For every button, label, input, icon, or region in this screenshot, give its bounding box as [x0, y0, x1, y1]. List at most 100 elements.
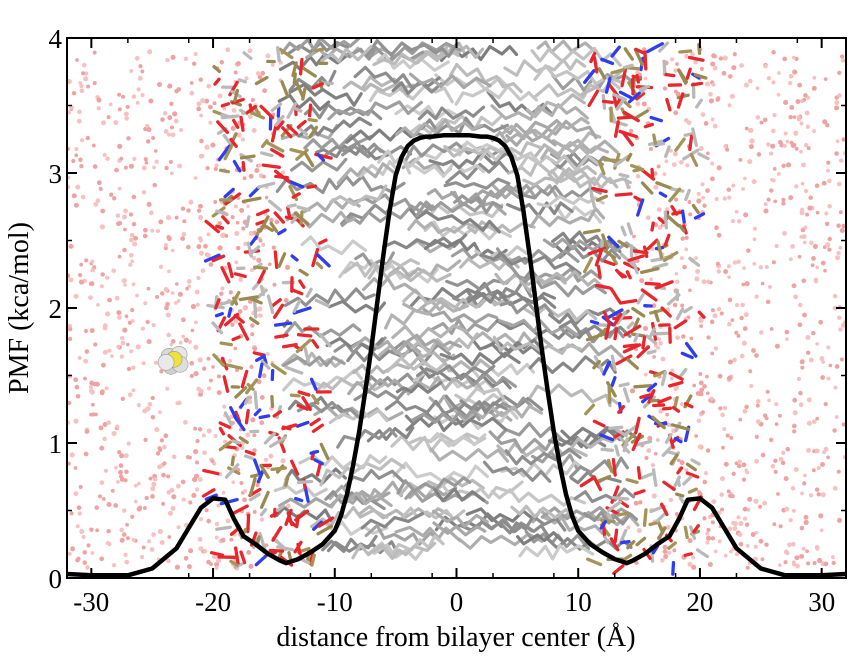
water-dot — [247, 48, 253, 54]
water-dot — [196, 208, 202, 213]
water-dot — [128, 252, 134, 258]
headgroup-bond — [306, 184, 318, 190]
water-dot — [78, 484, 83, 490]
water-dot — [194, 487, 200, 492]
headgroup-bond — [305, 287, 313, 298]
water-dot — [820, 260, 826, 266]
headgroup-bond — [606, 381, 617, 398]
headgroup-bond — [274, 333, 289, 339]
lipid-tail — [377, 142, 467, 168]
headgroup-bond — [229, 559, 239, 567]
water-dot — [719, 311, 724, 316]
water-dot — [233, 204, 238, 209]
headgroup-bond — [301, 396, 312, 412]
water-dot — [119, 453, 125, 459]
water-dot — [684, 235, 689, 240]
water-dot — [102, 422, 108, 427]
water-dot — [173, 301, 178, 305]
water-dot — [815, 342, 819, 346]
water-dot — [99, 480, 105, 485]
lipid-tail — [280, 38, 362, 55]
water-dot — [671, 162, 677, 167]
headgroup-bond — [284, 365, 304, 375]
headgroup-bond — [633, 489, 646, 496]
water-dot — [181, 334, 186, 339]
water-dot — [720, 507, 725, 512]
water-dot — [84, 349, 90, 354]
lipid-tail — [402, 333, 463, 349]
water-dot — [720, 476, 725, 482]
water-dot — [787, 542, 792, 548]
water-dot — [202, 450, 207, 456]
headgroup-bond — [624, 177, 630, 190]
water-dot — [122, 532, 127, 537]
water-dot — [687, 538, 693, 544]
water-dot — [749, 384, 754, 388]
headgroup-bond — [315, 461, 322, 477]
water-dot — [760, 452, 766, 458]
headgroup-bond — [695, 548, 710, 559]
lipid-tail — [459, 257, 520, 271]
water-dot — [258, 313, 263, 318]
water-dot — [832, 428, 837, 433]
headgroup-bond — [220, 113, 232, 119]
headgroup-bond — [676, 92, 685, 109]
headgroup-bond — [275, 46, 281, 63]
headgroup-bond — [222, 375, 230, 393]
lipid-tail — [441, 357, 495, 373]
headgroup-bond — [223, 143, 234, 161]
headgroup-bond — [625, 478, 639, 485]
headgroup-bond — [691, 203, 700, 215]
water-dot — [71, 90, 77, 96]
headgroup-bond — [668, 371, 684, 381]
water-dot — [792, 69, 798, 75]
water-dot — [268, 453, 274, 459]
water-dot — [723, 553, 728, 558]
water-dot — [165, 386, 170, 391]
headgroup-bond — [601, 233, 609, 249]
water-dot — [216, 503, 221, 508]
water-dot — [647, 435, 653, 441]
water-dot — [193, 176, 198, 180]
series-layer — [67, 132, 846, 578]
water-dot — [84, 329, 88, 333]
headgroup-bond — [218, 440, 233, 452]
water-dot — [783, 99, 789, 105]
water-dot — [280, 458, 286, 464]
water-dot — [672, 548, 677, 553]
headgroup-bond — [671, 561, 676, 576]
water-dot — [202, 366, 207, 371]
headgroup-bond — [631, 432, 642, 452]
water-dot — [166, 490, 172, 495]
headgroup-bond — [685, 462, 697, 472]
y-tick-label: 4 — [49, 24, 63, 54]
headgroup-bond — [215, 209, 227, 216]
lipid-tail — [416, 364, 496, 381]
water-dot — [653, 184, 659, 190]
lipid-tail — [531, 267, 602, 283]
headgroup-bond — [289, 393, 301, 398]
water-dot — [128, 163, 135, 169]
water-dot — [250, 417, 256, 423]
water-dot — [805, 124, 811, 129]
water-dot — [200, 98, 206, 104]
water-dot — [206, 559, 211, 565]
water-dot — [744, 522, 750, 527]
headgroup-bond — [648, 520, 660, 527]
water-dot — [803, 514, 809, 520]
water-dot — [725, 147, 730, 152]
headgroup-bond — [610, 45, 621, 58]
water-dot — [159, 369, 164, 374]
headgroup-bond — [227, 262, 234, 279]
headgroup-bond — [232, 118, 240, 129]
headgroup-bond — [650, 167, 655, 180]
water-dot — [803, 473, 807, 478]
headgroup-bond — [589, 51, 597, 64]
headgroup-bond — [273, 321, 293, 327]
headgroup-bond — [263, 432, 276, 445]
water-dot — [89, 527, 94, 532]
water-dot — [261, 373, 267, 378]
water-dot — [205, 253, 211, 258]
headgroup-bond — [600, 518, 616, 524]
lipid-tail — [429, 480, 524, 499]
